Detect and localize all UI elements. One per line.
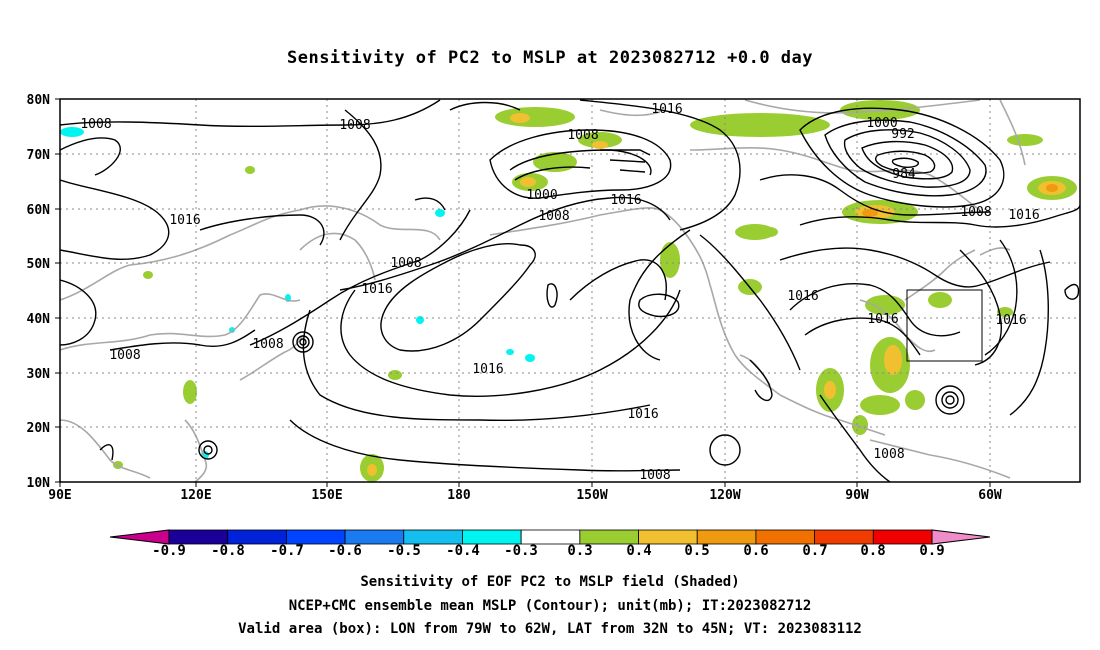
colorbar-swatch	[285, 529, 346, 545]
colorbar-swatch	[814, 529, 874, 545]
contour-label: 1008	[252, 337, 283, 352]
colorbar-label: -0.7	[270, 543, 304, 559]
colorbar-label: -0.4	[446, 543, 480, 559]
colorbar-swatch	[227, 529, 287, 545]
contour-label: 992	[891, 127, 914, 142]
colorbar-label: -0.6	[328, 543, 362, 559]
lat-label: 10N	[27, 476, 51, 491]
contour-label: 1016	[361, 282, 392, 297]
contour-label: 1008	[390, 256, 421, 271]
contour-label: 1016	[651, 102, 682, 117]
contour-label: 1008	[873, 447, 904, 462]
graticule	[60, 99, 1080, 482]
colorbar-swatch	[638, 529, 698, 545]
plot-frame	[59, 98, 1081, 483]
contour-label: 1008	[538, 209, 569, 224]
longitude-labels: 90E 120E 150E 180 150W 120W 90W 60W	[48, 488, 1002, 503]
mslp-contours	[60, 99, 1080, 482]
colorbar-left-arrow	[109, 529, 170, 545]
colorbar-swatch	[696, 529, 757, 545]
colorbar-label: 0.8	[860, 543, 886, 559]
colorbar-label: 0.3	[567, 543, 593, 559]
colorbar-label: 0.6	[743, 543, 769, 559]
colorbar-label: 0.4	[626, 543, 652, 559]
lon-label: 120E	[180, 488, 211, 503]
colorbar-right-arrow	[931, 529, 991, 545]
contour-label: 1008	[567, 128, 598, 143]
colorbar-swatch	[462, 529, 522, 545]
colorbar-swatch	[755, 529, 816, 545]
lat-label: 60N	[27, 203, 51, 218]
contour-label: 1016	[472, 362, 503, 377]
colorbar-label: -0.9	[152, 543, 186, 559]
colorbar-label: -0.3	[504, 543, 538, 559]
colorbar-label: 0.9	[919, 543, 945, 559]
latitude-labels: 80N 70N 60N 50N 40N 30N 20N 10N	[27, 93, 51, 491]
contour-label: 1016	[1008, 208, 1039, 223]
lat-label: 50N	[27, 257, 51, 272]
caption-line-3: Valid area (box): LON from 79W to 62W, L…	[238, 621, 862, 637]
contour-label: 1008	[80, 117, 111, 132]
caption-line-1: Sensitivity of EOF PC2 to MSLP field (Sh…	[360, 574, 740, 590]
contour-label: 984	[892, 167, 916, 182]
colorbar-label: 0.7	[802, 543, 828, 559]
colorbar	[109, 529, 991, 545]
lat-label: 80N	[27, 93, 51, 108]
lon-label: 150W	[576, 488, 607, 503]
colorbar-swatch	[344, 529, 405, 545]
lat-label: 20N	[27, 421, 51, 436]
colorbar-swatch	[168, 529, 229, 545]
colorbar-swatch	[872, 529, 933, 545]
map-title: Sensitivity of PC2 to MSLP at 2023082712…	[286, 48, 813, 68]
contour-label: 1016	[787, 289, 818, 304]
contour-label: 1008	[109, 348, 140, 363]
contour-labels: 1008 1008 1016 1008 1016 1008 1008 1008 …	[80, 102, 1039, 483]
sensitivity-shading	[60, 100, 1077, 482]
colorbar-swatch	[579, 529, 639, 545]
valid-area-box	[906, 289, 983, 362]
lon-label: 180	[447, 488, 471, 503]
lon-label: 120W	[709, 488, 740, 503]
caption-line-2: NCEP+CMC ensemble mean MSLP (Contour); u…	[288, 598, 812, 614]
contour-label: 1008	[339, 118, 370, 133]
contour-label: 1000	[866, 116, 897, 131]
colorbar-label: -0.5	[387, 543, 421, 559]
colorbar-label: 0.5	[684, 543, 710, 559]
contour-label: 1000	[526, 188, 557, 203]
lon-label: 60W	[978, 488, 1002, 503]
lat-label: 70N	[27, 148, 51, 163]
lon-label: 90E	[48, 488, 71, 503]
contour-label: 1016	[867, 312, 898, 327]
contour-label: 1008	[960, 205, 991, 220]
contour-label: 1016	[995, 313, 1026, 328]
contour-label: 1016	[610, 193, 641, 208]
contour-label: 1016	[169, 213, 200, 228]
colorbar-swatch	[520, 529, 581, 545]
lon-label: 150E	[311, 488, 342, 503]
contour-label: 1016	[627, 407, 658, 422]
colorbar-swatch	[403, 529, 463, 545]
lon-label: 90W	[845, 488, 869, 503]
lat-label: 40N	[27, 312, 51, 327]
axis-ticks	[55, 98, 991, 487]
contour-label: 1008	[639, 468, 670, 483]
lat-label: 30N	[27, 367, 51, 382]
colorbar-label: -0.8	[211, 543, 245, 559]
